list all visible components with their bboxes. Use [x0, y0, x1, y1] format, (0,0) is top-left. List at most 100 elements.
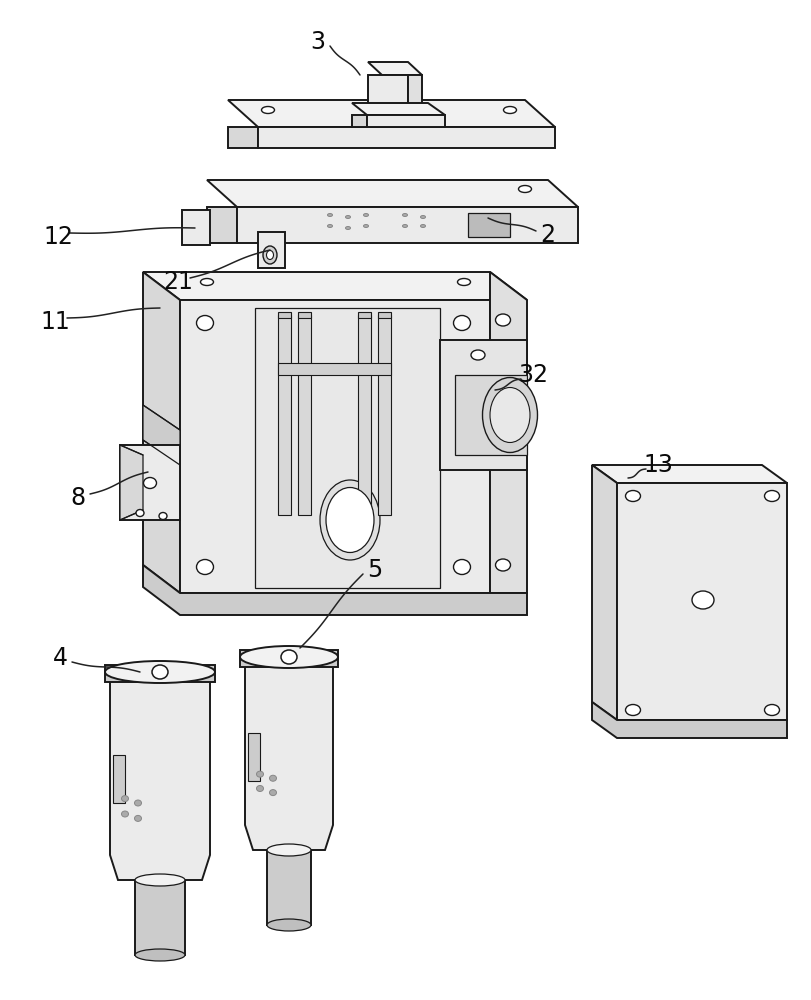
Ellipse shape: [281, 650, 297, 664]
Polygon shape: [255, 308, 440, 588]
Ellipse shape: [692, 591, 714, 609]
Ellipse shape: [135, 874, 185, 886]
Ellipse shape: [420, 225, 426, 228]
Polygon shape: [258, 232, 285, 268]
Text: 11: 11: [40, 310, 70, 334]
Ellipse shape: [471, 350, 485, 360]
Ellipse shape: [483, 377, 538, 452]
Polygon shape: [143, 272, 180, 593]
Polygon shape: [352, 115, 367, 127]
Ellipse shape: [269, 775, 277, 781]
Ellipse shape: [328, 214, 333, 217]
Polygon shape: [440, 340, 527, 470]
Bar: [278, 312, 291, 318]
Ellipse shape: [402, 214, 407, 217]
Polygon shape: [207, 180, 578, 207]
Text: 3: 3: [311, 30, 325, 54]
Ellipse shape: [152, 665, 168, 679]
Ellipse shape: [261, 106, 274, 113]
Ellipse shape: [105, 661, 215, 683]
Ellipse shape: [490, 387, 530, 442]
Ellipse shape: [267, 844, 311, 856]
Ellipse shape: [518, 186, 531, 192]
Text: 13: 13: [643, 453, 673, 477]
Text: 21: 21: [163, 270, 193, 294]
Ellipse shape: [122, 796, 128, 802]
Ellipse shape: [200, 278, 213, 286]
Polygon shape: [237, 207, 578, 243]
Ellipse shape: [504, 106, 517, 113]
Ellipse shape: [496, 314, 510, 326]
Ellipse shape: [345, 227, 350, 230]
Ellipse shape: [345, 216, 350, 219]
Ellipse shape: [326, 488, 374, 552]
Ellipse shape: [420, 216, 426, 219]
Polygon shape: [468, 213, 510, 237]
Ellipse shape: [267, 919, 311, 931]
Polygon shape: [245, 663, 333, 850]
Ellipse shape: [457, 278, 470, 286]
Polygon shape: [228, 100, 555, 127]
Polygon shape: [368, 62, 422, 75]
Ellipse shape: [625, 704, 641, 716]
Ellipse shape: [240, 646, 338, 668]
Ellipse shape: [328, 225, 333, 228]
Ellipse shape: [625, 490, 641, 502]
Polygon shape: [113, 755, 125, 803]
Ellipse shape: [269, 790, 277, 796]
Polygon shape: [182, 210, 210, 245]
Ellipse shape: [135, 949, 185, 961]
Text: 8: 8: [71, 486, 86, 510]
Polygon shape: [240, 650, 338, 667]
Ellipse shape: [267, 250, 273, 259]
Ellipse shape: [402, 225, 407, 228]
Ellipse shape: [136, 510, 144, 516]
Ellipse shape: [453, 316, 470, 330]
Ellipse shape: [453, 560, 470, 574]
Ellipse shape: [135, 815, 141, 821]
Polygon shape: [278, 363, 391, 375]
Polygon shape: [368, 75, 408, 107]
Ellipse shape: [496, 559, 510, 571]
Text: 4: 4: [53, 646, 67, 670]
Ellipse shape: [263, 246, 277, 264]
Bar: [358, 315, 371, 515]
Polygon shape: [367, 115, 445, 127]
Ellipse shape: [382, 116, 394, 122]
Text: 12: 12: [43, 225, 73, 249]
Bar: [298, 315, 311, 515]
Text: 32: 32: [518, 363, 548, 387]
Ellipse shape: [256, 771, 264, 777]
Polygon shape: [490, 272, 527, 593]
Bar: [298, 312, 311, 318]
Ellipse shape: [256, 786, 264, 792]
Polygon shape: [248, 733, 260, 781]
Polygon shape: [120, 445, 143, 520]
Ellipse shape: [196, 560, 213, 574]
Polygon shape: [258, 127, 555, 148]
Polygon shape: [143, 405, 180, 465]
Ellipse shape: [765, 490, 779, 502]
Polygon shape: [135, 880, 185, 955]
Polygon shape: [143, 565, 527, 615]
Polygon shape: [207, 207, 237, 243]
Polygon shape: [110, 678, 210, 880]
Polygon shape: [592, 465, 787, 483]
Ellipse shape: [135, 800, 141, 806]
Polygon shape: [180, 300, 490, 593]
Polygon shape: [267, 850, 311, 925]
Polygon shape: [592, 465, 617, 720]
Polygon shape: [455, 375, 527, 455]
Text: 2: 2: [540, 223, 556, 247]
Polygon shape: [228, 127, 258, 148]
Ellipse shape: [159, 512, 167, 520]
Bar: [378, 312, 391, 318]
Ellipse shape: [363, 214, 368, 217]
Ellipse shape: [363, 225, 368, 228]
Text: 5: 5: [367, 558, 383, 582]
Ellipse shape: [765, 704, 779, 716]
Polygon shape: [592, 702, 787, 738]
Ellipse shape: [122, 811, 128, 817]
Ellipse shape: [144, 478, 157, 488]
Polygon shape: [105, 665, 215, 682]
